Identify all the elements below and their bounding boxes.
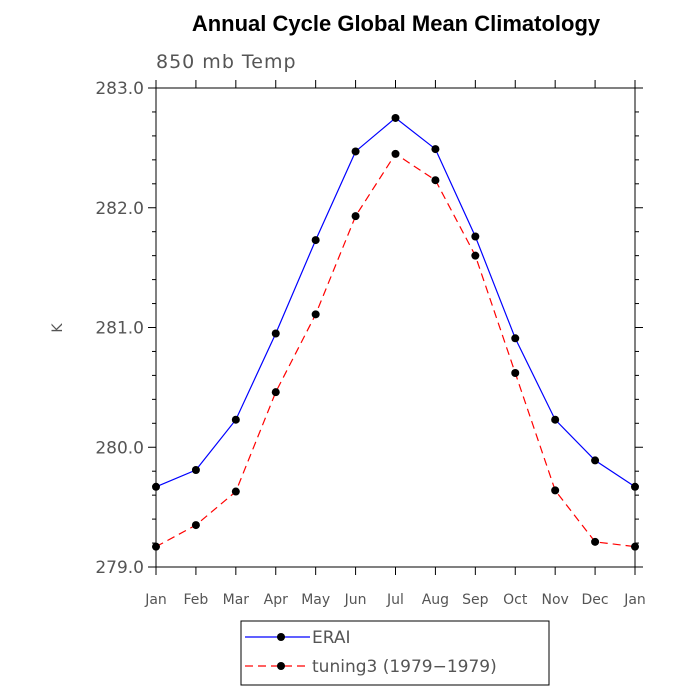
- series-1-point: [311, 236, 320, 245]
- x-tick-label: Jun: [344, 592, 367, 608]
- series-line-2: [155, 153, 636, 548]
- x-tick-label: Feb: [184, 592, 209, 608]
- y-tick-label: 283.0: [95, 79, 144, 99]
- x-tick-label: Jan: [623, 592, 646, 608]
- x-tick-label: Apr: [264, 592, 288, 608]
- series-2-point: [631, 542, 639, 551]
- series-1-point: [551, 415, 560, 424]
- x-tick-label: Jan: [144, 592, 167, 608]
- legend-label-2: tuning3 (1979−1979): [312, 657, 497, 677]
- y-axis: 279.0 280.0 281.0 282.0 283.0: [95, 79, 643, 578]
- x-tick-label: Nov: [542, 592, 569, 608]
- series-2-point: [431, 176, 440, 185]
- plot-frame: [155, 87, 636, 568]
- x-tick-label: Sep: [462, 592, 489, 608]
- series-1-point: [471, 232, 480, 241]
- series-1-point: [591, 456, 600, 465]
- series-layer: [152, 113, 639, 551]
- series-2-point: [311, 310, 320, 319]
- series-2-point: [152, 542, 160, 551]
- legend-marker-1: [277, 633, 285, 641]
- x-tick-label: Jul: [386, 592, 404, 608]
- series-line-1: [155, 117, 636, 488]
- y-tick-label: 282.0: [95, 199, 144, 219]
- x-tick-label: Dec: [582, 592, 609, 608]
- series-2-point: [551, 486, 560, 495]
- series-2-point: [591, 537, 600, 546]
- series-1-point: [351, 147, 360, 156]
- series-1-point: [231, 415, 240, 424]
- series-2-point: [351, 212, 360, 221]
- chart-subtitle: 850 mb Temp: [156, 51, 297, 73]
- series-2-point: [231, 487, 240, 496]
- series-1-point: [271, 329, 280, 338]
- x-tick-label: May: [301, 592, 330, 608]
- legend-label-1: ERAI: [312, 628, 351, 648]
- x-axis: Jan Feb Mar Apr May Jun Jul Aug Sep Oct Nov Dec Jan: [144, 80, 646, 608]
- x-tick-label: Aug: [422, 592, 449, 608]
- series-1-point: [511, 334, 520, 343]
- series-2-point: [271, 388, 280, 397]
- series-1-point: [152, 482, 160, 491]
- x-tick-label: Oct: [503, 592, 528, 608]
- y-tick-label: 281.0: [95, 319, 144, 339]
- series-2-point: [391, 149, 400, 158]
- series-1-point: [631, 482, 639, 491]
- series-1-point: [431, 145, 440, 154]
- x-tick-label: Mar: [223, 592, 250, 608]
- series-2-point: [191, 521, 200, 530]
- legend: ERAI tuning3 (1979−1979): [240, 620, 550, 686]
- legend-marker-2: [277, 662, 285, 670]
- y-axis-label: K: [50, 323, 66, 333]
- series-2-point: [471, 251, 480, 260]
- series-1-point: [191, 466, 200, 475]
- series-2-point: [511, 369, 520, 378]
- legend-box: [240, 620, 550, 686]
- chart-title: Annual Cycle Global Mean Climatology: [192, 11, 601, 36]
- y-tick-label: 280.0: [95, 438, 144, 458]
- y-tick-label: 279.0: [95, 558, 144, 578]
- series-1-point: [391, 113, 400, 122]
